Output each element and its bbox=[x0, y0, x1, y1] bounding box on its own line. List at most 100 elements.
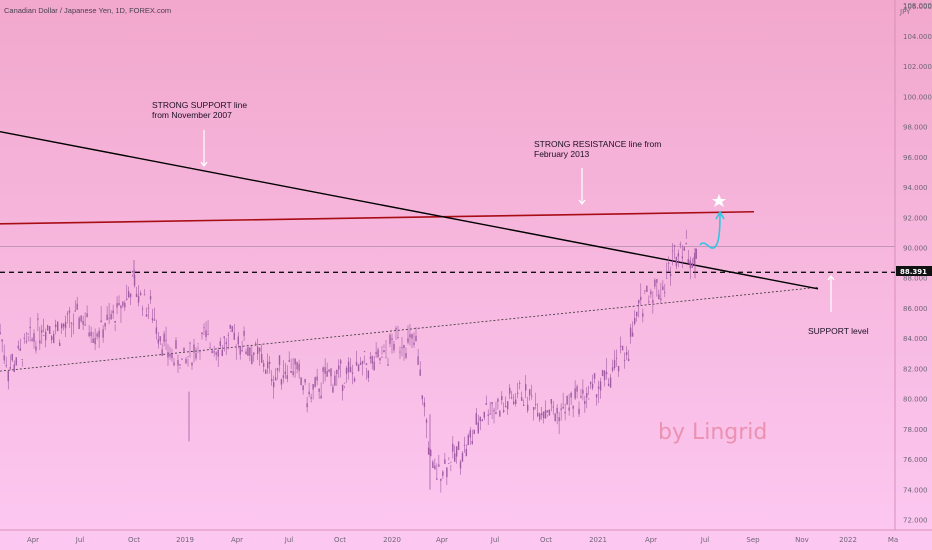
candle-body bbox=[44, 331, 47, 341]
y-tick-label: 92.000 bbox=[903, 214, 928, 222]
candle-body bbox=[523, 404, 525, 407]
candle-body bbox=[644, 290, 646, 292]
candle-body bbox=[455, 446, 458, 457]
y-tick-label: 90.000 bbox=[903, 245, 928, 253]
candle-body bbox=[652, 300, 654, 303]
candle-body bbox=[258, 347, 261, 352]
candle-body bbox=[666, 277, 668, 279]
candle-body bbox=[531, 395, 533, 397]
candle-body bbox=[31, 339, 33, 341]
candle-body bbox=[241, 350, 243, 352]
candle-body bbox=[217, 349, 219, 357]
candle-body bbox=[251, 355, 253, 365]
candle-body bbox=[215, 352, 217, 355]
candle-body bbox=[542, 411, 545, 419]
x-tick-label: Oct bbox=[128, 536, 140, 544]
candle-body bbox=[153, 319, 156, 321]
time-axis[interactable]: Apr Jul Oct 2019 Apr Jul Oct 2020 Apr Jul Oct 2021 A… bbox=[27, 536, 898, 544]
candle-body bbox=[582, 389, 584, 394]
candle-body bbox=[589, 381, 592, 384]
x-tick-label: 2019 bbox=[176, 536, 194, 544]
x-tick-label: 2020 bbox=[383, 536, 401, 544]
candle-body bbox=[403, 344, 405, 349]
candle-body bbox=[42, 335, 45, 336]
candle-body bbox=[68, 310, 71, 313]
candle-body bbox=[343, 382, 346, 384]
candle-body bbox=[58, 342, 61, 347]
candle-body bbox=[539, 413, 541, 420]
candle-body bbox=[193, 344, 195, 353]
candle-body bbox=[155, 327, 158, 334]
candle-body bbox=[278, 355, 281, 365]
x-tick-label: Apr bbox=[27, 536, 39, 544]
candle-body bbox=[629, 327, 632, 337]
candle-body bbox=[615, 358, 618, 360]
candle-body bbox=[0, 332, 1, 335]
candle-body bbox=[432, 461, 434, 468]
candle-body bbox=[82, 320, 84, 325]
candle-body bbox=[46, 325, 49, 331]
candle-body bbox=[446, 467, 448, 478]
candle-body bbox=[587, 398, 590, 400]
candle-body bbox=[54, 324, 57, 328]
candle-body bbox=[413, 342, 415, 345]
candle-body bbox=[110, 314, 112, 320]
candle-body bbox=[78, 317, 80, 330]
candle-body bbox=[375, 352, 377, 355]
candle-body bbox=[546, 410, 549, 413]
candle-body bbox=[513, 401, 515, 404]
candle-body bbox=[423, 402, 426, 407]
candle-body bbox=[673, 245, 676, 246]
candle-body bbox=[574, 388, 576, 399]
candle-body bbox=[427, 447, 430, 455]
candle-body bbox=[646, 285, 648, 292]
candle-body bbox=[599, 381, 602, 391]
candle-body bbox=[617, 365, 620, 372]
candle-body bbox=[397, 336, 399, 338]
candle-body bbox=[314, 377, 316, 388]
candle-body bbox=[485, 403, 487, 405]
candle-body bbox=[183, 347, 185, 352]
candle-body bbox=[497, 398, 499, 402]
candle-body bbox=[124, 303, 126, 308]
x-tick-label: Ma bbox=[888, 536, 898, 544]
candle-body bbox=[444, 459, 446, 464]
candle-body bbox=[171, 353, 173, 359]
candle-body bbox=[308, 391, 310, 395]
x-tick-label: Nov bbox=[795, 536, 809, 544]
candle-body bbox=[389, 334, 391, 344]
candle-body bbox=[35, 346, 37, 351]
candle-body bbox=[411, 333, 413, 339]
candle-body bbox=[39, 340, 41, 344]
x-tick-label: Jul bbox=[700, 536, 710, 544]
y-tick-label: 94.000 bbox=[903, 184, 928, 192]
candle-body bbox=[11, 353, 13, 361]
candle-body bbox=[207, 333, 209, 335]
candle-body bbox=[191, 362, 193, 366]
candle-body bbox=[116, 303, 118, 308]
candle-body bbox=[619, 345, 622, 347]
candle-body bbox=[127, 291, 130, 298]
candle-body bbox=[300, 377, 302, 386]
candle-body bbox=[304, 378, 306, 383]
candle-body bbox=[481, 419, 483, 422]
candle-body bbox=[391, 338, 393, 341]
candle-body bbox=[603, 370, 606, 380]
candle-body bbox=[381, 356, 383, 358]
candle-body bbox=[260, 353, 263, 363]
candle-body bbox=[493, 410, 495, 412]
candle-body bbox=[369, 357, 372, 359]
candle-body bbox=[525, 384, 527, 391]
candle-body bbox=[409, 334, 411, 338]
candle-body bbox=[685, 242, 687, 245]
candle-body bbox=[324, 367, 326, 374]
candle-body bbox=[173, 362, 175, 366]
y-tick-label: 78.000 bbox=[903, 426, 928, 434]
candle-body bbox=[338, 365, 340, 370]
candle-body bbox=[349, 367, 352, 373]
candle-body bbox=[357, 364, 360, 372]
candle-body bbox=[393, 343, 395, 351]
price-axis[interactable]: 106.000 104.000 102.000 100.000 98.000 96.000… bbox=[903, 2, 932, 525]
